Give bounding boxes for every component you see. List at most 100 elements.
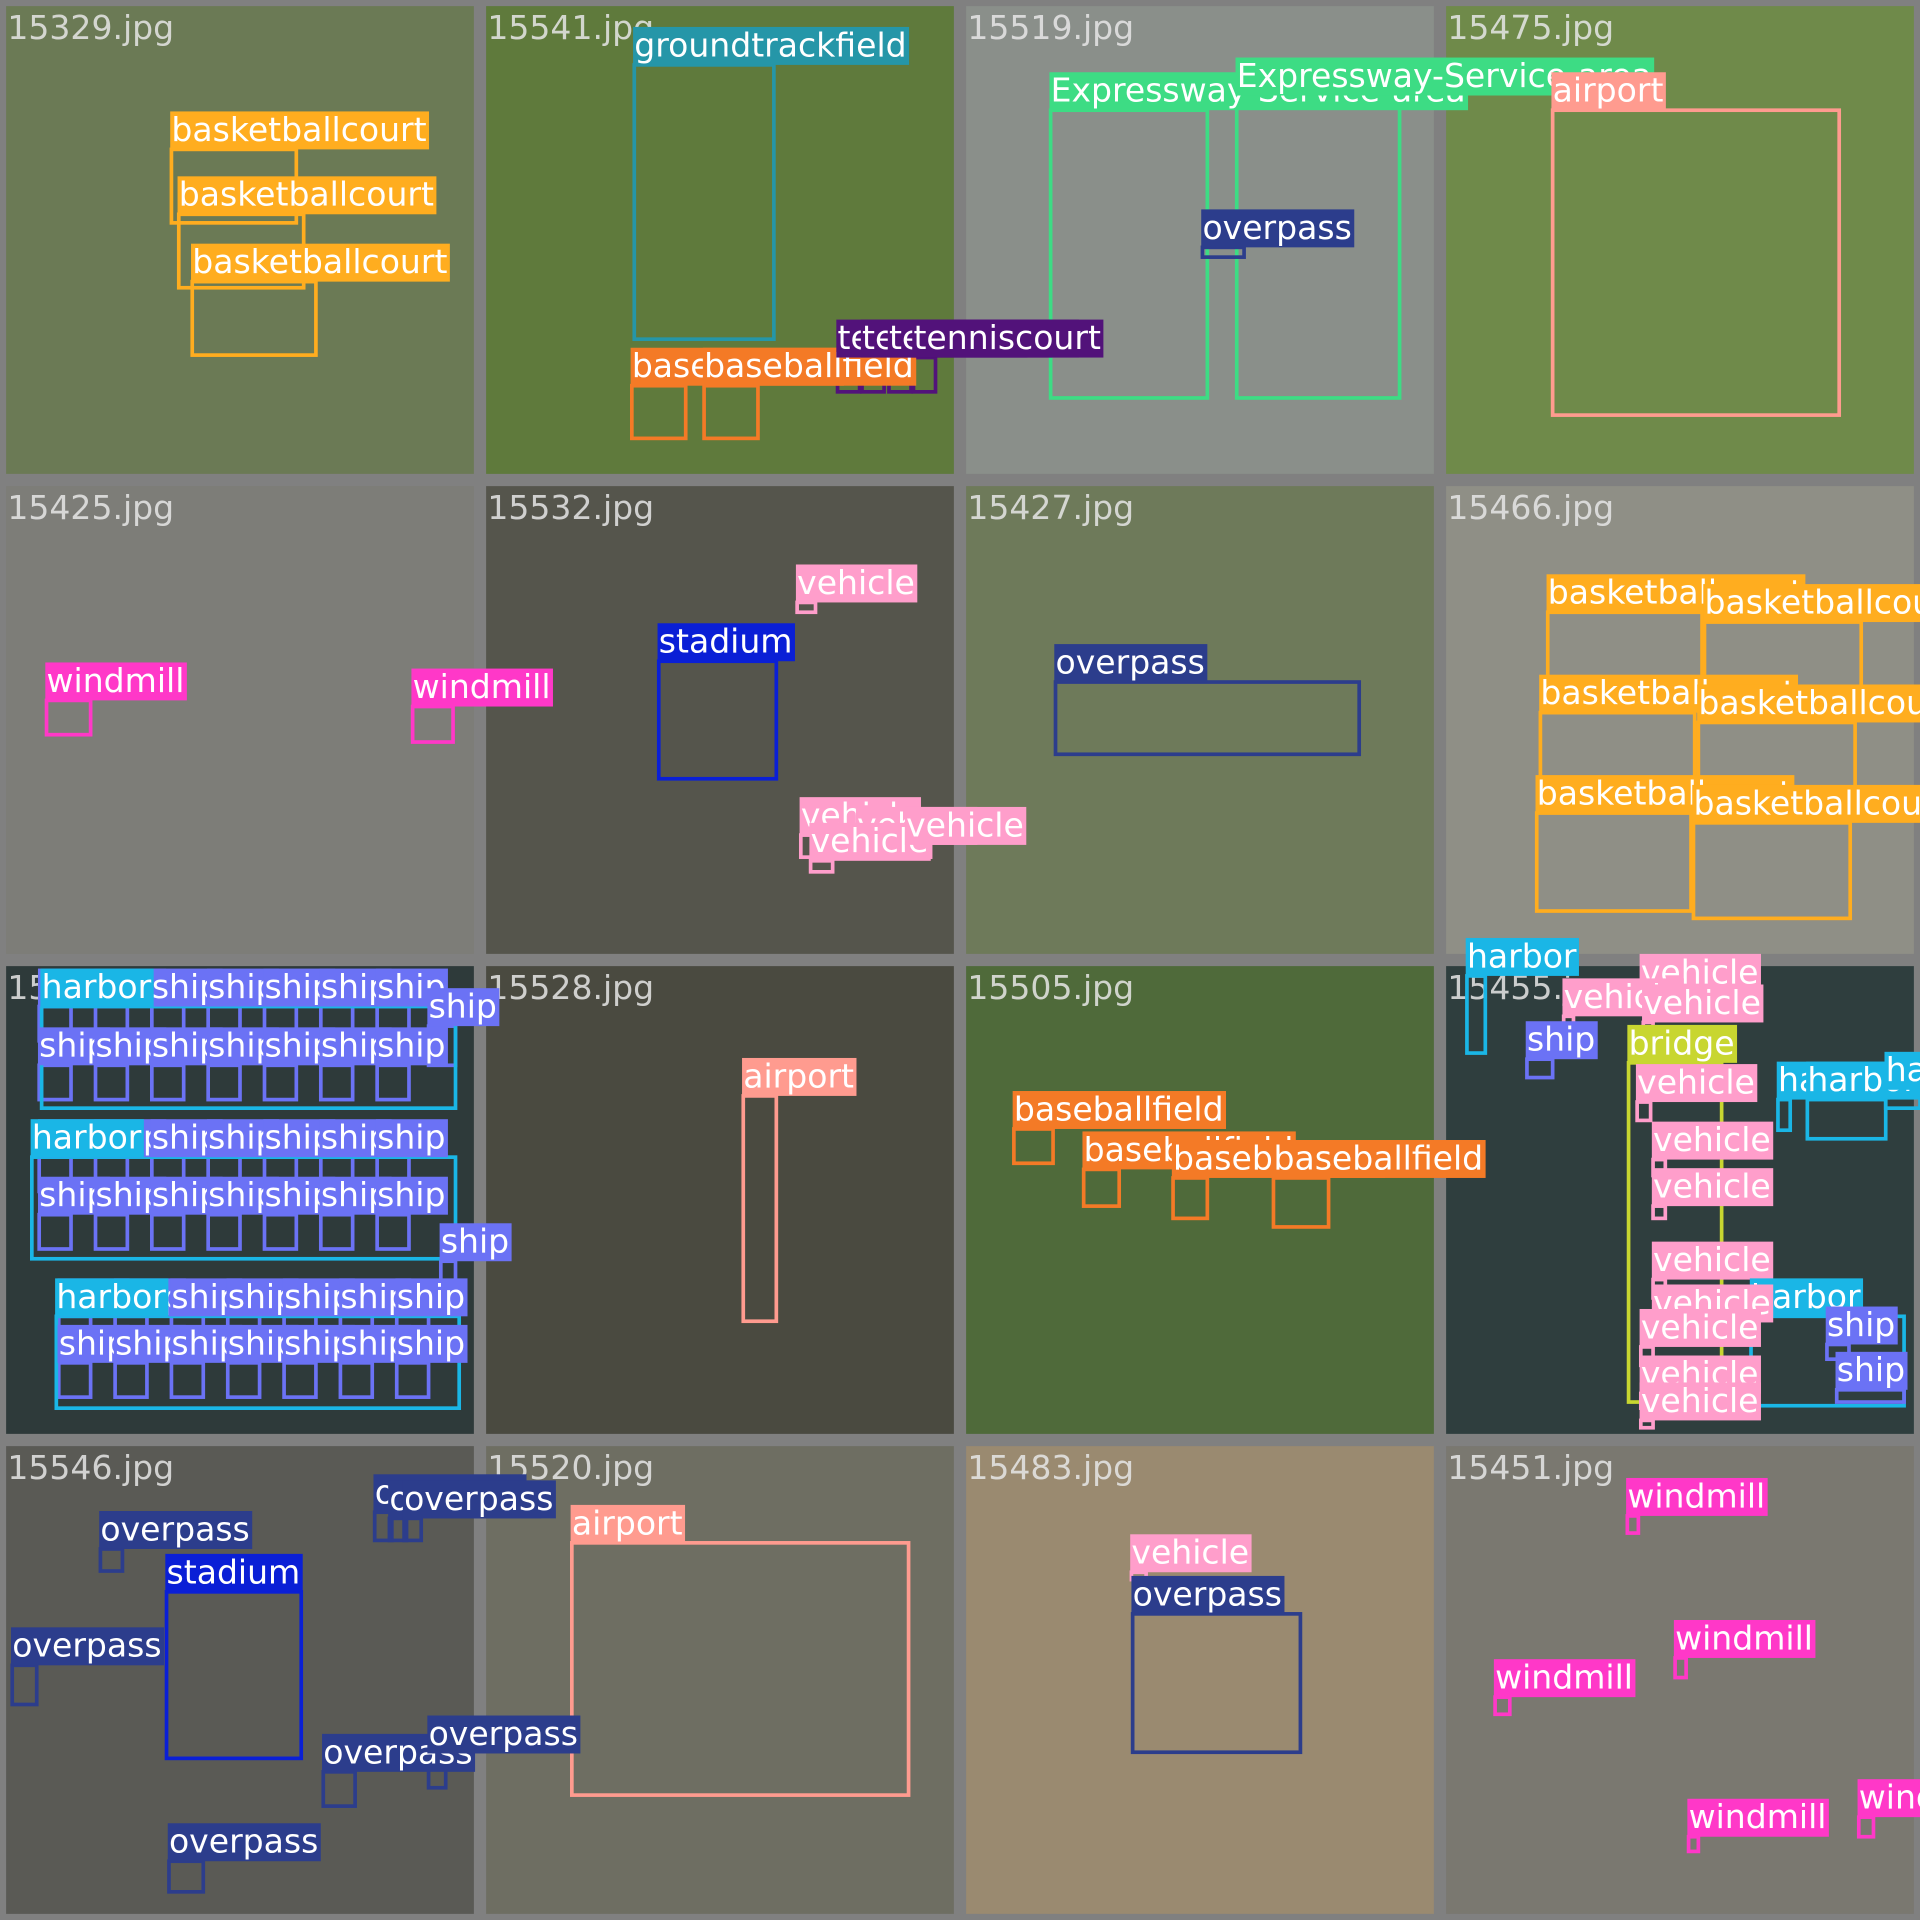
label-background [167, 1823, 321, 1862]
box-label: stadium [165, 1552, 303, 1592]
label-background [45, 662, 187, 701]
tile: 15425.jpg [6, 486, 474, 954]
label-text: ship [397, 1323, 465, 1362]
box-label: basketballcourt [1703, 582, 1920, 623]
label-text: vehicle [1653, 1240, 1771, 1279]
label-background [912, 319, 1104, 358]
label-background [99, 1511, 253, 1549]
label-background [11, 1627, 165, 1666]
filename: 15451.jpg [1447, 1448, 1614, 1487]
bounding-box [1171, 1176, 1210, 1221]
label-text: vehicle [1641, 1381, 1759, 1420]
box-label: windmill [1493, 1658, 1636, 1698]
label-text: overpass [169, 1822, 318, 1861]
box-label: ship [395, 1323, 468, 1363]
label-background [375, 1176, 448, 1215]
tile-image [486, 6, 954, 474]
box-label: ship [1825, 1305, 1898, 1345]
tile: 15329.jpg [6, 6, 474, 474]
label-text: windmill [1689, 1797, 1827, 1836]
label-background [1673, 1620, 1816, 1658]
filename: 15427.jpg [967, 488, 1134, 527]
label-background [165, 1553, 303, 1592]
label-text: overpass [1202, 208, 1351, 247]
label-text: overpass [404, 1479, 553, 1518]
label-text: basketballcourt [171, 110, 426, 149]
box-label: overpass [427, 1714, 581, 1754]
label-text: vehicle [906, 805, 1024, 844]
filename: 15329.jpg [7, 8, 174, 47]
label-background [1465, 937, 1579, 976]
tile: 15528.jpg [486, 966, 954, 1434]
box-label: windmill [1626, 1476, 1768, 1516]
label-background [170, 111, 430, 150]
box-label: overpass [1054, 642, 1208, 683]
tile: 15520.jpg [486, 1446, 954, 1914]
tile: 15483.jpg [966, 1446, 1434, 1914]
tile-image [966, 966, 1434, 1434]
box-label: airport [742, 1056, 857, 1096]
label-text: stadium [167, 1552, 301, 1591]
label-text: ship [377, 1026, 445, 1065]
label-background [633, 26, 910, 65]
box-label: windmill [1687, 1797, 1829, 1837]
label-background [1012, 1091, 1227, 1129]
label-text: windmill [1627, 1476, 1765, 1515]
label-background [1525, 1021, 1598, 1060]
box-label: overpass [99, 1509, 253, 1549]
label-text: baseballfield [1273, 1138, 1483, 1177]
label-background [1130, 1534, 1252, 1573]
label-background [1272, 1140, 1486, 1178]
label-background [439, 1223, 512, 1262]
bounding-box [1053, 680, 1362, 757]
label-background [904, 806, 1027, 845]
filename: 15475.jpg [1447, 8, 1614, 47]
filename: 15466.jpg [1447, 488, 1614, 527]
tile: 15427.jpg [966, 486, 1434, 954]
box-label: harbor [55, 1277, 169, 1317]
label-text: basketballcourt [179, 175, 434, 214]
label-background [1835, 1351, 1908, 1390]
label-text: stadium [659, 622, 793, 661]
bounding-box [1271, 1176, 1331, 1229]
box-label: vehicle [1642, 983, 1764, 1023]
box-label: airport [1551, 71, 1666, 111]
tile-image [966, 1446, 1434, 1914]
label-background [40, 968, 154, 1007]
box-label: ship [439, 1222, 512, 1262]
label-background [1703, 584, 1920, 623]
label-background [427, 1715, 581, 1754]
filename: 15528.jpg [487, 968, 654, 1007]
label-background [411, 668, 553, 707]
box-label: basketballcourt [191, 242, 450, 282]
filename: 15541.jpg [487, 8, 654, 47]
label-background [1201, 209, 1355, 248]
label-background [1642, 984, 1764, 1023]
label-text: ship [1827, 1305, 1895, 1344]
boxes-layer: 15329.jpg 15541.jpg 15519.jpg 15475.jpg 1542… [6, 6, 1920, 1914]
label-text: basketballcourt [192, 242, 447, 281]
box-label: vehicle [1651, 1167, 1774, 1207]
tile-image [966, 486, 1434, 954]
label-background [1551, 72, 1666, 111]
label-text: harbor [32, 1118, 142, 1157]
box-label: vehicle [1130, 1533, 1252, 1573]
label-text: ship [377, 1118, 445, 1157]
filename: 15519.jpg [967, 8, 1134, 47]
label-text: harbor [1467, 936, 1577, 975]
label-text: overpass [1056, 642, 1205, 681]
label-text: windmill [1859, 1778, 1920, 1817]
label-background [1131, 1575, 1285, 1614]
box-label: ship [427, 987, 500, 1027]
filename: 15505.jpg [967, 968, 1134, 1007]
label-text: vehicle [1641, 1307, 1759, 1346]
label-background [427, 988, 500, 1027]
box-label: groundtrackfield [633, 25, 910, 65]
label-background [402, 1480, 556, 1519]
tile-image [486, 966, 954, 1434]
tile: 15505.jpg [966, 966, 1434, 1434]
bounding-box [1525, 1057, 1555, 1080]
label-text: windmill [1495, 1658, 1633, 1697]
label-background [1687, 1798, 1829, 1837]
